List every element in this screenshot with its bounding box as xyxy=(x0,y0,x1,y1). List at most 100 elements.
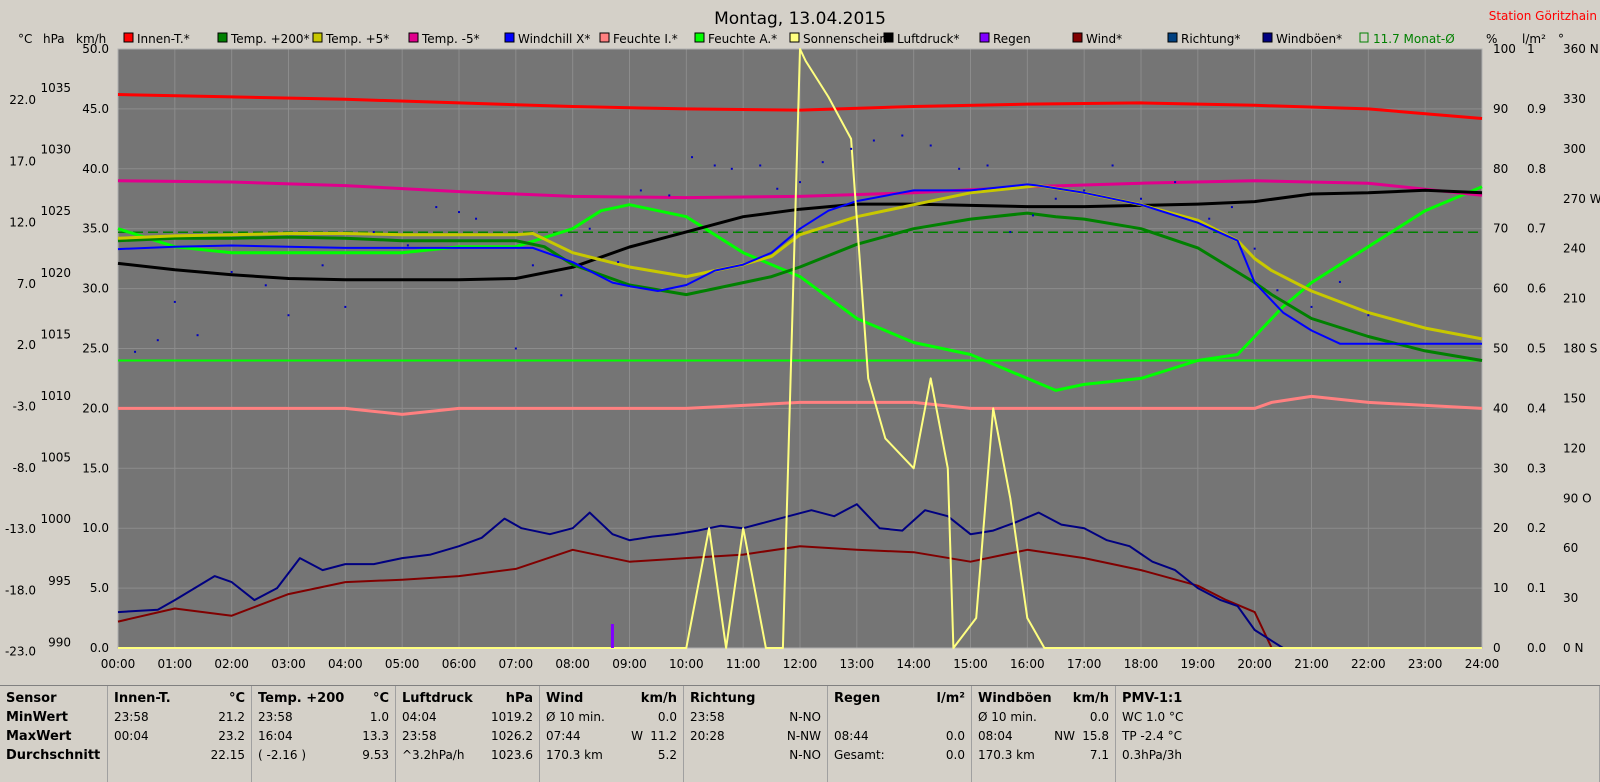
table-cell-value: 11.2 xyxy=(650,729,677,743)
legend-label: Windchill X* xyxy=(518,32,590,46)
richtung-point xyxy=(929,144,932,147)
richtung-point xyxy=(230,270,233,273)
table-header: Temp. +200 °C xyxy=(258,689,389,708)
richtung-point xyxy=(458,211,460,214)
tick-label: 02:00 xyxy=(214,657,249,671)
tick-label: 30.0 xyxy=(82,282,109,296)
table-header-unit: °C xyxy=(372,691,389,706)
table-cell-value: 1026.2 xyxy=(491,729,533,743)
table-cell-value: N-NW xyxy=(786,729,821,743)
table-column: PMV-1:1 WC 1.0 °C TP -2.4 °C 0.3hPa/3h xyxy=(1116,686,1600,782)
table-cell-value: 0.0 xyxy=(1089,710,1109,724)
stats-table: Sensor MinWert MaxWert Durchschnitt Innen-T.… xyxy=(0,685,1600,782)
table-cell-label: 170.3 km xyxy=(546,748,603,762)
tick-label: 50.0 xyxy=(82,42,109,56)
table-header-title: Luftdruck xyxy=(402,691,473,706)
tick-label: 240 xyxy=(1563,242,1586,256)
richtung-point xyxy=(1208,217,1211,220)
table-header: Innen-T. °C xyxy=(114,689,245,708)
tick-label: 22.0 xyxy=(9,93,36,107)
tick-label: 995 xyxy=(48,574,71,588)
tick-label: 30 xyxy=(1493,461,1508,475)
table-cell-label: ( -2.16 ) xyxy=(258,748,307,762)
table-cell-value: 0.0 xyxy=(945,729,965,743)
tick-label: 70 xyxy=(1493,222,1508,236)
table-header-title: Innen-T. xyxy=(114,691,171,706)
tick-label: -13.0 xyxy=(5,522,36,536)
legend-swatch xyxy=(123,32,134,43)
tick-label: 16:00 xyxy=(1010,657,1045,671)
tick-label: 270 W xyxy=(1563,192,1600,206)
tick-label: 0.8 xyxy=(1527,162,1546,176)
table-cell-label: 0.3hPa/3h xyxy=(1122,748,1183,762)
richtung-point xyxy=(514,347,517,350)
table-row: 16:04 13.3 xyxy=(258,727,389,746)
table-row: 23:58 1026.2 xyxy=(402,727,533,746)
chart-title: Montag, 13.04.2015 xyxy=(714,9,886,29)
richtung-dots xyxy=(134,134,1370,353)
table-header-title: Wind xyxy=(546,691,584,706)
tick-label: 1000 xyxy=(40,512,71,526)
table-row: N-NO xyxy=(690,746,821,765)
tick-label: 24:00 xyxy=(1465,657,1500,671)
table-header-title: Regen xyxy=(834,691,881,706)
table-cell-label: 08:04 xyxy=(978,729,1013,743)
table-header-unit: km/h xyxy=(640,691,677,706)
tick-label: 1010 xyxy=(40,389,71,403)
legend-label: Temp. -5* xyxy=(421,32,480,46)
unit-percent: % xyxy=(1486,32,1497,46)
legend-label: Temp. +200* xyxy=(230,32,310,46)
tick-label: 1025 xyxy=(40,204,71,218)
legend-label: Feuchte I.* xyxy=(613,32,678,46)
table-cell-value: 0.0 xyxy=(657,710,677,724)
richtung-point xyxy=(1009,231,1012,234)
table-header: Regen l/m² xyxy=(834,689,965,708)
table-cell-value: 1.0 xyxy=(369,710,389,724)
tick-label: -8.0 xyxy=(13,461,36,475)
richtung-point xyxy=(850,147,853,150)
richtung-point xyxy=(1083,189,1086,192)
tick-label: 17:00 xyxy=(1067,657,1102,671)
legend-label: 11.7 Monat-Ø xyxy=(1373,32,1455,46)
richtung-point xyxy=(1140,197,1142,200)
table-row: 08:44 0.0 xyxy=(834,727,965,746)
richtung-point xyxy=(1253,247,1256,250)
legend-swatch xyxy=(217,32,228,43)
richtung-point xyxy=(173,300,176,303)
tick-label: 0.5 xyxy=(1527,342,1546,356)
tick-label: 1015 xyxy=(40,327,71,341)
table-cell-label: 04:04 xyxy=(402,710,437,724)
tick-label: 1005 xyxy=(40,451,71,465)
richtung-point xyxy=(1276,289,1279,292)
richtung-point xyxy=(406,244,409,247)
table-column: Regen l/m² 08:44 0.0 Gesamt: 0.0 xyxy=(828,686,972,782)
tick-label: 120 xyxy=(1563,441,1586,455)
tick-label: 07:00 xyxy=(499,657,534,671)
table-cell-value: 1023.6 xyxy=(491,748,533,762)
table-header: Wind km/h xyxy=(546,689,677,708)
tick-label: 20.0 xyxy=(82,401,109,415)
tick-label: 5.0 xyxy=(90,581,109,595)
tick-label: 180 S xyxy=(1563,342,1597,356)
table-cell-dir: NW xyxy=(1054,729,1075,743)
station-name: Station Göritzhain xyxy=(1489,9,1597,23)
table-cell-value: 21.2 xyxy=(218,710,245,724)
table-header-unit: °C xyxy=(228,691,245,706)
unit-lm2: l/m² xyxy=(1522,32,1546,46)
richtung-point xyxy=(196,334,199,337)
tick-label: 06:00 xyxy=(442,657,477,671)
tick-label: 25.0 xyxy=(82,342,109,356)
table-row: 00:04 23.2 xyxy=(114,727,245,746)
series-line xyxy=(117,183,1482,345)
tick-label: 1030 xyxy=(40,143,71,157)
tick-label: 0.2 xyxy=(1527,521,1546,535)
richtung-point xyxy=(821,161,824,164)
tick-label: 40 xyxy=(1493,401,1508,415)
legend-label: Innen-T.* xyxy=(137,32,190,46)
tick-label: 50 xyxy=(1493,342,1508,356)
legend-swatch xyxy=(1262,32,1273,43)
richtung-point xyxy=(1032,214,1035,217)
richtung-point xyxy=(588,227,591,230)
richtung-point xyxy=(1367,314,1370,317)
tick-label: 11:00 xyxy=(726,657,761,671)
